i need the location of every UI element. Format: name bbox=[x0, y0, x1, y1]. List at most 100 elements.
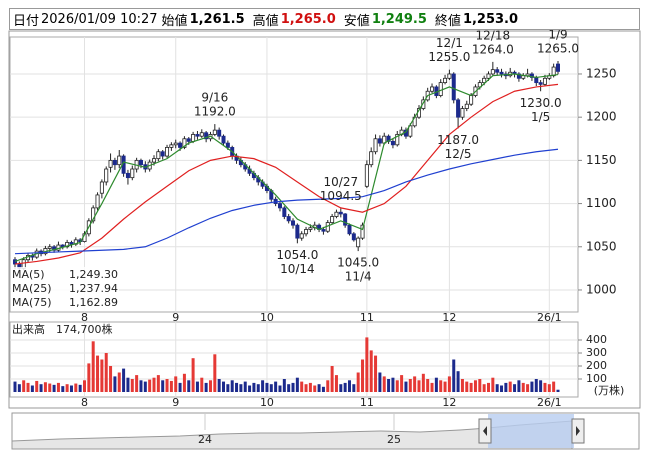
volume-bar bbox=[61, 386, 65, 392]
volume-bar bbox=[382, 376, 386, 392]
candle-body bbox=[91, 207, 96, 222]
volume-unit: (万株) bbox=[594, 383, 625, 397]
candle-body bbox=[390, 140, 395, 146]
volume-bar bbox=[235, 382, 239, 392]
volume-bar bbox=[74, 383, 78, 392]
candle-body bbox=[443, 77, 448, 84]
volume-bar bbox=[361, 359, 365, 392]
volume-bar bbox=[452, 359, 456, 392]
navigator-label: 24 bbox=[198, 433, 212, 446]
annotation-value: 1264.0 bbox=[472, 42, 514, 56]
x-tick-label: 11 bbox=[360, 311, 374, 324]
candle-body bbox=[277, 203, 282, 209]
candle-body bbox=[351, 233, 356, 241]
y-tick-label: 1200 bbox=[586, 110, 617, 124]
candle-body bbox=[199, 132, 204, 137]
candle-body bbox=[212, 129, 217, 135]
annotation-value: 1192.0 bbox=[194, 105, 236, 119]
candle-body bbox=[469, 95, 474, 105]
x-tick-label: 8 bbox=[81, 311, 88, 324]
volume-bar bbox=[182, 373, 186, 392]
volume-bar bbox=[43, 382, 47, 392]
navigator-window[interactable] bbox=[488, 414, 574, 448]
volume-bar bbox=[447, 376, 451, 392]
candle-body bbox=[52, 246, 57, 251]
volume-bar bbox=[104, 353, 108, 392]
volume-bar bbox=[434, 377, 438, 392]
candle-body bbox=[338, 211, 343, 215]
handle-arrow bbox=[483, 426, 487, 436]
candle-body bbox=[221, 135, 226, 144]
legend-name: MA(5) bbox=[12, 268, 45, 281]
volume-bar bbox=[117, 372, 121, 392]
candle-body bbox=[373, 138, 378, 153]
header-value: 1,249.5 bbox=[371, 11, 427, 27]
volume-bar bbox=[122, 368, 126, 392]
volume-bar bbox=[269, 384, 273, 392]
candle-body bbox=[456, 99, 461, 118]
annotation-date: 9/16 bbox=[201, 91, 228, 105]
volume-bar bbox=[395, 380, 399, 392]
candle-body bbox=[377, 138, 382, 144]
volume-bar bbox=[143, 381, 147, 392]
candle-body bbox=[165, 147, 170, 157]
volume-bar bbox=[78, 384, 82, 392]
y-tick-label: 1250 bbox=[586, 66, 617, 80]
volume-bar bbox=[48, 383, 52, 392]
volume-bar bbox=[265, 382, 269, 392]
volume-bar bbox=[87, 363, 91, 392]
candle-body bbox=[490, 69, 495, 75]
volume-bar bbox=[35, 380, 39, 392]
candle-body bbox=[534, 77, 539, 84]
header-label: 高値 bbox=[252, 13, 279, 29]
volume-tick-label: 200 bbox=[586, 359, 607, 372]
volume-bar bbox=[165, 378, 169, 392]
y-tick-label: 1000 bbox=[586, 282, 617, 296]
x-tick-label: 9 bbox=[172, 396, 179, 409]
volume-bar bbox=[543, 382, 547, 392]
volume-bar bbox=[347, 380, 351, 392]
ma-line bbox=[14, 73, 559, 263]
volume-bar bbox=[456, 371, 460, 392]
volume-tick-label: 400 bbox=[586, 333, 607, 346]
volume-bar bbox=[413, 376, 417, 392]
volume-bar bbox=[408, 378, 412, 392]
ma-line bbox=[14, 148, 559, 255]
volume-bar bbox=[517, 380, 521, 392]
handle-arrow bbox=[576, 426, 580, 436]
x-tick-label: 11 bbox=[360, 396, 374, 409]
candle-body bbox=[69, 242, 74, 245]
annotation-date: 1/5 bbox=[531, 110, 550, 124]
volume-bar bbox=[13, 381, 17, 392]
x-tick-label: 12 bbox=[442, 311, 456, 324]
volume-bar bbox=[226, 384, 230, 392]
volume-bar bbox=[369, 350, 373, 392]
volume-bar bbox=[295, 377, 299, 392]
header-label: 日付 bbox=[13, 13, 40, 29]
volume-bar bbox=[174, 376, 178, 392]
candle-body bbox=[295, 224, 300, 239]
annotation-date: 11/4 bbox=[345, 270, 372, 284]
candle-body bbox=[138, 159, 143, 166]
volume-bar bbox=[256, 384, 260, 392]
candle-body bbox=[430, 86, 435, 92]
candle-body bbox=[499, 71, 504, 75]
annotation-value: 1230.0 bbox=[520, 96, 562, 110]
annotation-value: 1255.0 bbox=[428, 50, 470, 64]
volume-bar bbox=[191, 358, 195, 392]
volume-bar bbox=[469, 382, 473, 392]
volume-bar bbox=[491, 377, 495, 392]
candle-body bbox=[308, 227, 313, 230]
candle-body bbox=[451, 73, 456, 101]
x-tick-label: 26/1 bbox=[537, 396, 562, 409]
x-tick-label: 26/1 bbox=[537, 311, 562, 324]
volume-bar bbox=[208, 380, 212, 392]
volume-bar bbox=[526, 384, 530, 392]
candle-body bbox=[299, 233, 304, 239]
candle-body bbox=[152, 158, 157, 163]
volume-bar bbox=[443, 381, 447, 392]
annotation-date: 12/5 bbox=[445, 147, 472, 161]
volume-bar bbox=[387, 378, 391, 392]
header-label: 始値 bbox=[161, 13, 188, 29]
